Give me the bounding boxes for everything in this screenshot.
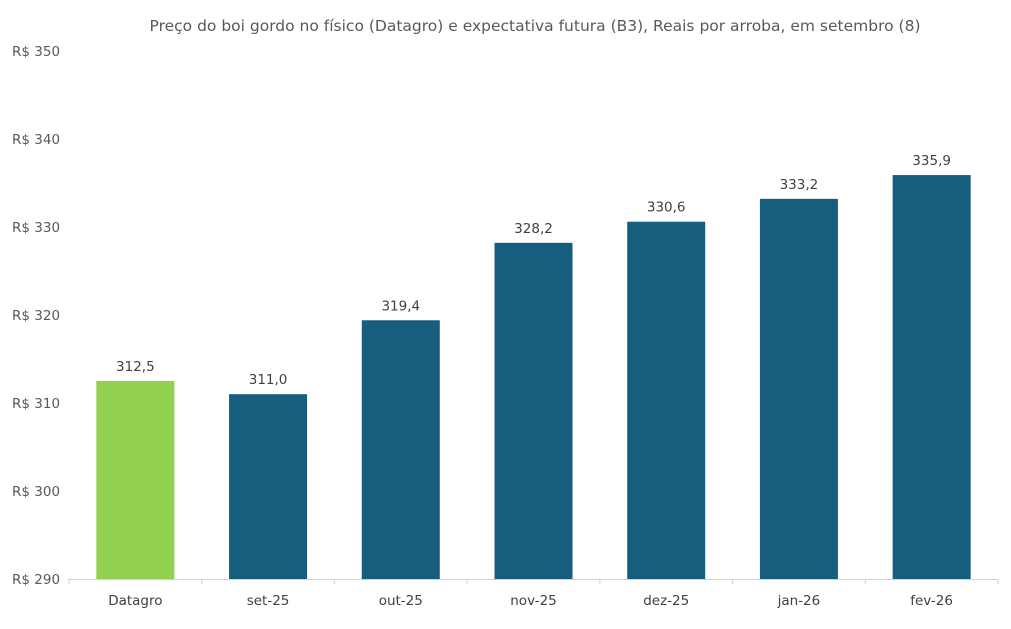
y-tick-label: R$ 340 [12, 132, 60, 148]
data-label: 328,2 [514, 221, 553, 237]
data-label: 335,9 [912, 153, 951, 169]
data-label: 330,6 [647, 200, 686, 216]
y-tick-label: R$ 320 [12, 308, 60, 324]
x-axis: Datagro set-25 out-25 nov-25 dez-25 jan-26 fev… [68, 579, 999, 609]
data-label: 333,2 [780, 177, 819, 193]
x-tick-label: out-25 [379, 593, 423, 609]
y-axis: R$ 290 R$ 300 R$ 310 R$ 320 R$ 330 R$ 340 R$ 3… [12, 44, 60, 588]
data-label: 319,4 [381, 298, 420, 314]
y-tick-label: R$ 290 [12, 572, 60, 588]
bar-out-25 [361, 320, 440, 579]
bar-set-25 [229, 394, 308, 579]
x-tick-label: set-25 [247, 593, 290, 609]
data-label: 311,0 [249, 372, 288, 388]
bar-datagro [96, 381, 175, 579]
data-label: 312,5 [116, 359, 155, 375]
x-tick-label: Datagro [108, 593, 162, 609]
y-tick-label: R$ 300 [12, 484, 60, 500]
chart-title: Preço do boi gordo no físico (Datagro) e… [150, 17, 921, 35]
x-tick-label: nov-25 [510, 593, 557, 609]
x-tick-label: fev-26 [910, 593, 953, 609]
x-tick-label: dez-25 [643, 593, 689, 609]
y-tick-label: R$ 350 [12, 44, 60, 60]
y-tick-label: R$ 330 [12, 220, 60, 236]
bar-nov-25 [494, 242, 573, 579]
bar-dez-25 [627, 221, 706, 579]
y-tick-label: R$ 310 [12, 396, 60, 412]
data-labels: 312,5 311,0 319,4 328,2 330,6 333,2 335,9 [116, 153, 951, 388]
bars [96, 175, 971, 579]
x-tick-label: jan-26 [777, 593, 821, 609]
bar-jan-26 [759, 198, 838, 579]
bar-fev-26 [892, 175, 971, 579]
